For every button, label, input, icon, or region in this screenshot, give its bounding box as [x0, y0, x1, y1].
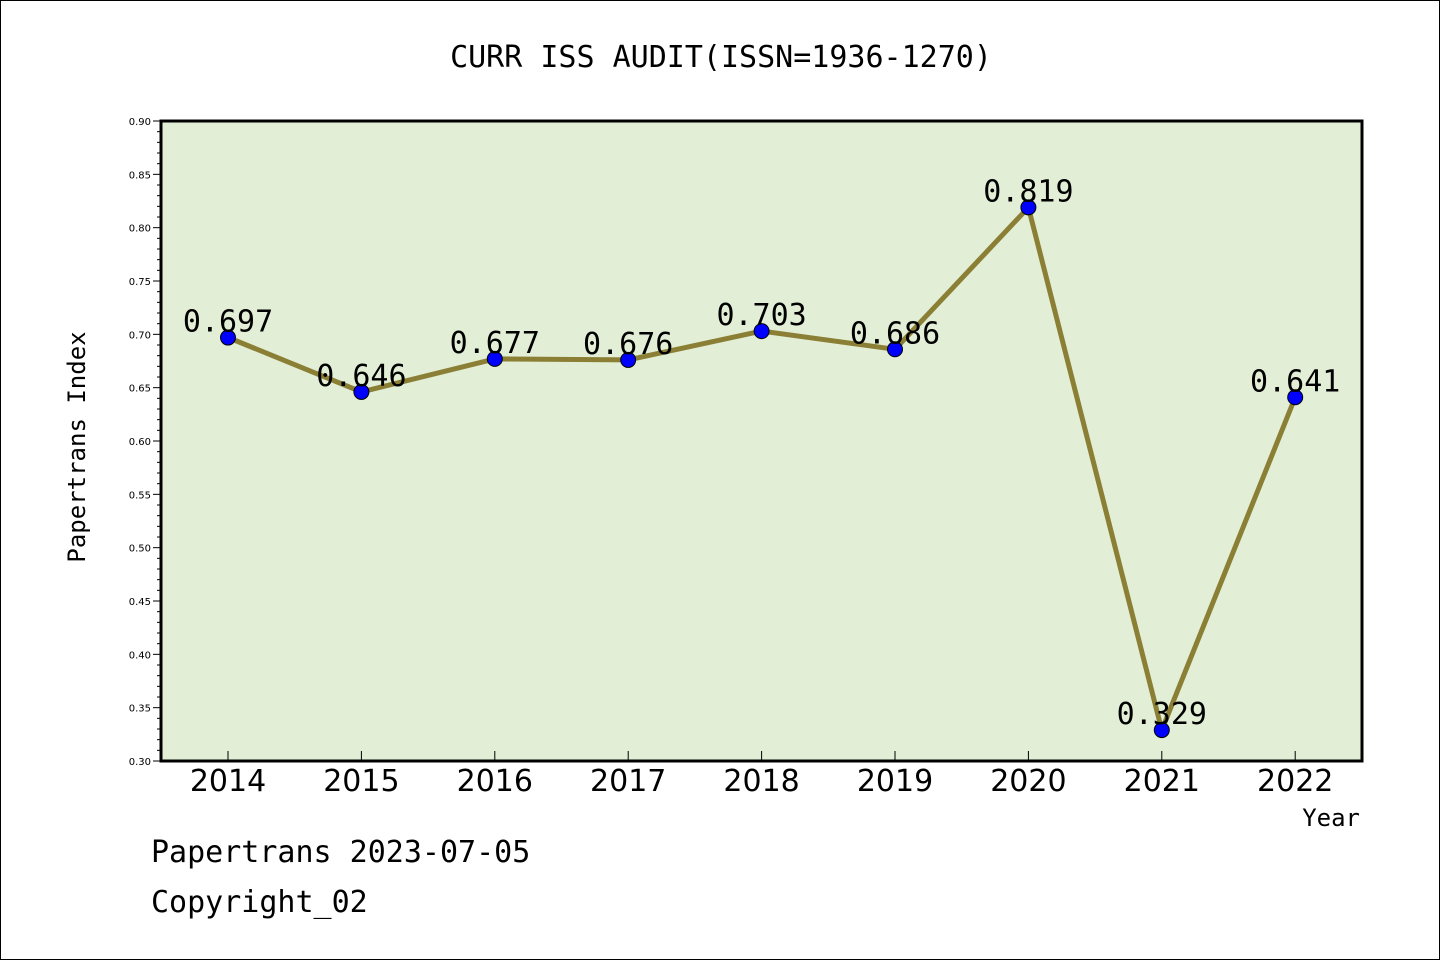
- y-tick-label: 0.75: [129, 277, 151, 288]
- y-tick-label: 0.45: [129, 597, 151, 608]
- data-label: 0.329: [1117, 697, 1207, 732]
- data-label: 0.676: [583, 327, 673, 362]
- y-tick-label: 0.65: [129, 384, 151, 395]
- x-tick-label: 2014: [190, 764, 266, 799]
- chart-title: CURR ISS AUDIT(ISSN=1936-1270): [450, 40, 992, 75]
- y-tick-label: 0.80: [129, 224, 151, 235]
- y-tick-label: 0.90: [129, 117, 151, 128]
- x-axis: 2014 2015 2016 2017 2018 2019 2020 2021 2022: [190, 751, 1333, 799]
- data-label: 0.703: [716, 298, 806, 333]
- x-tick-label: 2019: [857, 764, 933, 799]
- y-tick-label: 0.60: [129, 437, 151, 448]
- data-point: [620, 351, 637, 368]
- data-point: [220, 329, 236, 346]
- x-tick-label: 2018: [723, 764, 799, 799]
- data-point: [1020, 199, 1037, 216]
- y-axis: 0.30 0.35 0.40 0.45 0.50 0.55 0.60 0.65 0.70 0.75…: [129, 117, 161, 768]
- plot-border: [159, 119, 1364, 763]
- data-point: [486, 350, 503, 367]
- data-point: [753, 323, 770, 340]
- data-label: 0.646: [316, 359, 406, 394]
- y-tick-label: 0.40: [129, 650, 151, 661]
- y-tick-label: 0.30: [129, 757, 151, 768]
- x-tick-label: 2015: [323, 764, 399, 799]
- y-tick-label: 0.85: [129, 170, 151, 181]
- plot-area: [161, 121, 1362, 761]
- series-papertrans-index: [220, 199, 1304, 739]
- x-tick-label: 2021: [1124, 764, 1200, 799]
- data-label: 0.677: [450, 326, 540, 361]
- y-tick-label: 0.35: [129, 704, 151, 715]
- data-point: [1287, 389, 1304, 406]
- data-label: 0.686: [850, 316, 940, 351]
- y-tick-label: 0.50: [129, 544, 151, 555]
- data-point: [887, 341, 903, 358]
- data-labels: 0.697 0.646 0.677 0.676 0.703 0.686 0.819 0.329…: [183, 174, 1341, 732]
- data-point: [353, 383, 370, 400]
- x-tick-label: 2022: [1257, 764, 1333, 799]
- y-tick-label: 0.55: [129, 490, 151, 501]
- y-tick-label: 0.70: [129, 330, 151, 341]
- data-label: 0.697: [183, 305, 273, 340]
- footer-source: Papertrans 2023-07-05: [151, 835, 531, 870]
- x-tick-label: 2016: [457, 764, 533, 799]
- x-axis-label: Year: [1302, 804, 1360, 832]
- data-label: 0.641: [1250, 364, 1340, 399]
- data-point: [1153, 722, 1170, 739]
- x-tick-label: 2020: [990, 764, 1066, 799]
- footer-copyright: Copyright_02: [151, 885, 368, 920]
- y-axis-label: Papertrans Index: [63, 331, 91, 562]
- x-tick-label: 2017: [590, 764, 666, 799]
- data-label: 0.819: [983, 174, 1073, 209]
